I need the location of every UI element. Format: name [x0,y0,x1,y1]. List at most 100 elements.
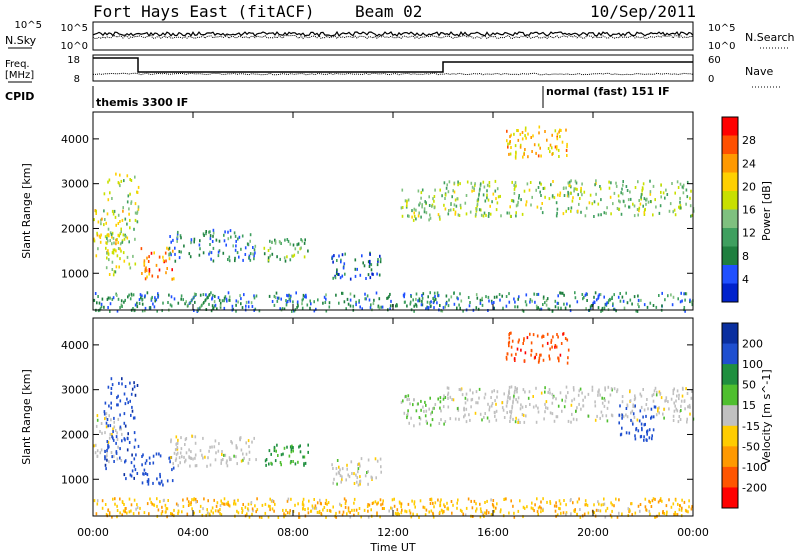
data-cell [130,413,132,417]
data-cell [194,300,196,304]
data-cell [106,241,108,245]
data-cell [690,214,692,218]
data-cell [127,401,129,405]
data-cell [640,405,643,409]
data-cell [115,265,118,269]
data-cell [444,420,447,423]
data-cell [170,440,172,444]
data-cell [563,499,565,502]
data-cell [540,182,542,186]
data-cell [459,292,461,296]
data-cell [665,396,668,400]
colorbar-segment [722,405,738,427]
data-cell [377,259,379,263]
data-cell [201,303,203,307]
data-cell [149,461,151,465]
data-cell [443,394,445,398]
data-cell [223,296,226,300]
data-cell [236,446,238,450]
data-cell [164,503,167,507]
data-cell [376,502,378,506]
data-cell [605,302,607,306]
data-cell [116,309,119,313]
data-cell [672,389,675,392]
data-cell [560,129,562,132]
data-cell [647,200,650,204]
data-cell [151,502,153,506]
data-cell [587,511,590,515]
data-cell [369,259,371,263]
data-cell [457,408,460,412]
data-cell [177,503,179,507]
data-cell [194,435,197,439]
data-cell [104,401,107,405]
data-cell [566,194,569,198]
data-cell [486,189,488,193]
data-cell [130,461,133,465]
data-cell [138,511,140,515]
data-cell [115,238,117,242]
data-cell [252,509,254,513]
data-cell [98,301,101,305]
data-cell [193,237,196,241]
data-cell [495,418,498,422]
data-cell [580,407,582,411]
data-cell [672,414,675,418]
data-cell [567,356,569,360]
data-cell [93,237,95,241]
data-cell [454,417,457,421]
data-cell [530,136,532,139]
data-cell [626,403,629,407]
data-cell [646,438,648,442]
data-cell [173,508,175,512]
data-cell [549,411,552,415]
data-cell [374,500,377,504]
data-cell [349,304,352,308]
data-cell [127,194,130,198]
data-cell [96,449,99,453]
data-cell [535,420,538,424]
data-cell [520,403,522,407]
data-cell [184,438,187,442]
data-cell [508,152,510,156]
colorbar-segment [722,172,738,192]
data-cell [137,207,140,211]
data-cell [572,501,574,505]
data-cell [292,254,294,258]
data-cell [344,272,346,276]
data-cell [326,509,329,512]
data-cell [298,515,300,519]
data-cell [569,499,572,503]
data-cell [108,234,110,238]
data-cell [486,196,488,200]
data-cell [465,392,468,396]
data-cell [111,433,113,436]
data-cell [335,293,337,297]
data-cell [650,407,653,411]
data-cell [177,438,179,442]
data-cell [254,307,257,311]
data-cell [105,467,107,471]
data-cell [286,300,289,303]
data-cell [509,420,511,423]
data-cell [676,409,679,413]
data-cell [224,230,226,234]
data-cell [600,309,602,313]
data-cell [470,499,472,503]
data-cell [521,413,524,416]
data-cell [193,511,195,515]
data-cell [239,437,241,441]
data-cell [485,509,488,513]
data-cell [198,243,201,247]
data-cell [344,252,346,256]
data-cell [642,204,644,208]
data-cell [149,306,152,310]
data-cell [303,455,306,459]
data-cell [390,299,392,303]
data-cell [445,294,448,298]
data-cell [120,227,122,231]
data-cell [639,503,642,506]
data-cell [123,300,125,304]
data-cell [255,294,258,298]
data-cell [184,443,186,446]
